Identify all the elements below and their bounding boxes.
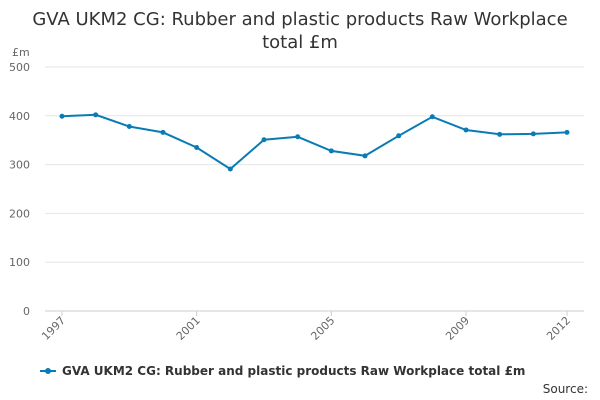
- y-tick-label: 500: [9, 61, 30, 74]
- source-label: Source:: [542, 382, 588, 396]
- data-point: [295, 134, 301, 140]
- data-point: [328, 148, 334, 154]
- series-points: [59, 112, 570, 172]
- y-axis-ticks: 0 100 200 300 400 500: [9, 61, 30, 318]
- y-tick-label: 200: [9, 207, 30, 220]
- gridlines: [45, 66, 584, 312]
- chart-title: GVA UKM2 CG: Rubber and plastic products…: [32, 9, 568, 53]
- x-tick-label: 1997: [39, 314, 68, 343]
- x-tick-label: 2005: [308, 314, 337, 343]
- x-tick-label: 2009: [443, 314, 472, 343]
- data-point: [463, 127, 469, 133]
- y-tick-label: 400: [9, 110, 30, 123]
- data-point: [564, 129, 570, 135]
- data-point: [530, 131, 536, 137]
- x-tick-label: 2001: [174, 314, 203, 343]
- y-tick-label: 300: [9, 159, 30, 172]
- series-line: [61, 113, 568, 171]
- x-tick-label: 2012: [544, 314, 573, 343]
- y-tick-label: 100: [9, 256, 30, 269]
- data-point: [93, 112, 99, 118]
- data-point: [429, 114, 435, 120]
- data-point: [261, 137, 267, 143]
- data-point: [396, 133, 402, 139]
- x-axis-ticks: 1997 2001 2005 2009 2012: [39, 311, 573, 343]
- data-point: [126, 124, 132, 130]
- y-axis-label: £m: [12, 46, 30, 59]
- data-point: [362, 153, 368, 159]
- legend-label: GVA UKM2 CG: Rubber and plastic products…: [62, 364, 526, 378]
- chart-legend: GVA UKM2 CG: Rubber and plastic products…: [40, 364, 525, 378]
- data-point: [194, 145, 200, 151]
- data-point: [160, 129, 166, 135]
- y-tick-label: 0: [23, 305, 30, 318]
- data-point: [59, 113, 65, 119]
- data-point: [497, 131, 503, 137]
- legend-marker: [40, 368, 56, 374]
- data-point: [227, 166, 233, 172]
